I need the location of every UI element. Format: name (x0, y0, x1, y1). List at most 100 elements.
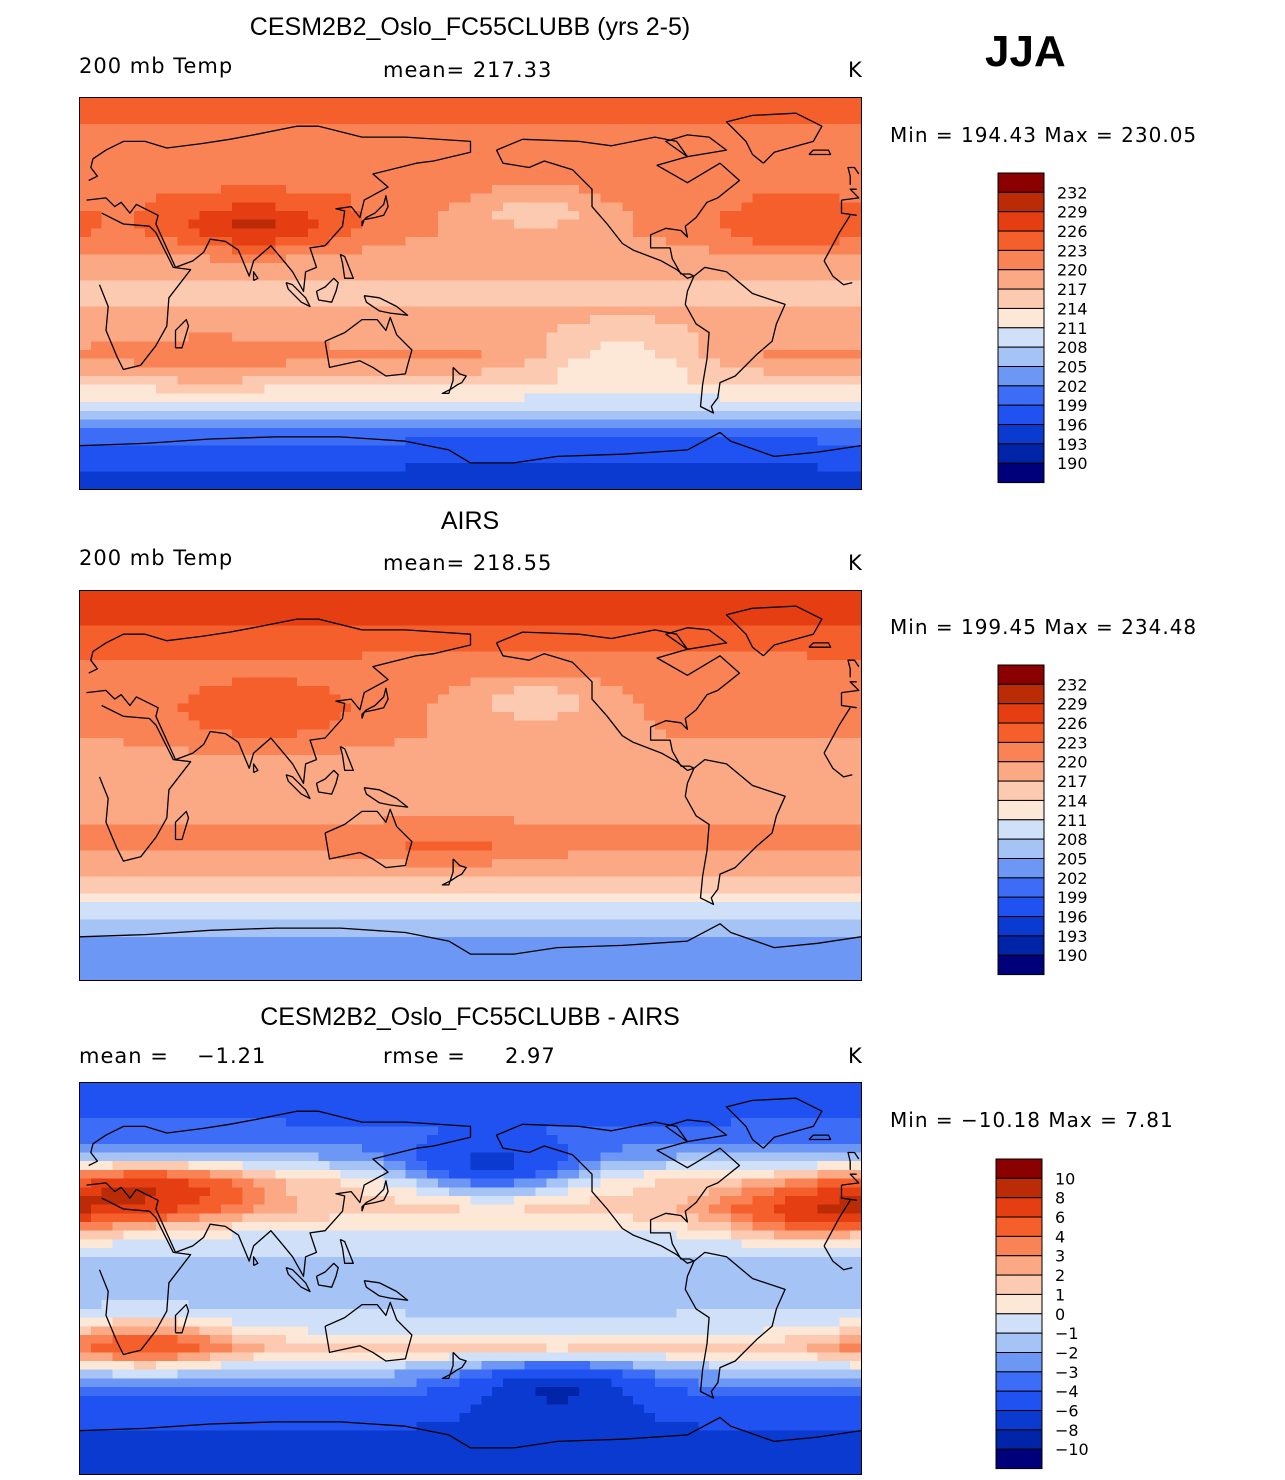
field-cell (383, 98, 396, 108)
field-cell (351, 642, 363, 653)
field-cell (850, 228, 861, 238)
field-cell (611, 642, 623, 653)
field-cell (351, 237, 363, 247)
field-cell (459, 454, 472, 464)
field-cell (763, 271, 775, 282)
field-cell (568, 254, 580, 264)
field-cell (351, 694, 363, 704)
field-cell (427, 254, 439, 264)
field-cell (763, 660, 775, 670)
field-cell (101, 419, 114, 429)
field-cell (318, 98, 331, 108)
field-cell (687, 115, 699, 125)
field-cell (568, 176, 580, 186)
field-cell (698, 106, 710, 116)
field-cell (568, 358, 580, 368)
field-cell (589, 358, 602, 368)
field-cell (340, 341, 352, 351)
field-cell (90, 349, 103, 360)
field-cell (795, 367, 808, 377)
field-cell (427, 358, 439, 368)
field-cell (665, 720, 678, 730)
field-cell (210, 271, 222, 282)
field-cell (568, 402, 580, 412)
field-cell (372, 202, 385, 212)
field-cell (416, 254, 428, 264)
field-cell (459, 323, 472, 334)
field-cell (275, 763, 287, 774)
field-cell (665, 746, 678, 756)
field-cell (719, 349, 732, 360)
field-cell (416, 454, 428, 464)
field-cell (524, 315, 537, 325)
field-cell (578, 729, 591, 739)
field-cell (221, 271, 233, 282)
field-cell (687, 642, 699, 653)
field-cell (329, 271, 341, 282)
field-cell (481, 625, 493, 635)
field-cell (405, 176, 417, 186)
field-cell (318, 763, 331, 774)
field-cell (654, 668, 667, 679)
field-cell (90, 436, 103, 447)
field-cell (405, 642, 417, 653)
field-cell (351, 141, 363, 151)
field-cell (578, 184, 591, 195)
field-cell (437, 193, 450, 203)
field-cell (611, 176, 623, 186)
field-cell (90, 608, 103, 618)
field-cell (654, 686, 667, 696)
field-cell (676, 625, 689, 635)
field-cell (264, 668, 276, 679)
field-cell (481, 245, 493, 255)
field-cell (687, 729, 699, 739)
field-cell (166, 367, 179, 377)
field-cell (362, 306, 374, 316)
field-cell (557, 245, 569, 255)
field-cell (535, 297, 548, 308)
field-cell (698, 651, 710, 661)
field-cell (611, 228, 623, 238)
field-cell (405, 341, 417, 351)
field-cell (589, 781, 602, 791)
field-cell (427, 471, 439, 481)
field-cell (242, 167, 255, 177)
field-cell (275, 660, 287, 670)
field-cell (134, 651, 146, 661)
field-cell (221, 642, 233, 653)
field-cell (698, 367, 710, 377)
field-cell (437, 720, 450, 730)
field-cell (123, 781, 135, 791)
field-cell (568, 237, 580, 247)
panel-1-min-label: Min (890, 123, 929, 147)
field-cell (372, 651, 385, 661)
field-cell (101, 642, 114, 653)
field-cell (644, 167, 656, 177)
field-cell (481, 349, 493, 360)
field-cell (578, 106, 591, 116)
field-cell (535, 237, 548, 247)
field-cell (719, 167, 732, 177)
field-cell (611, 150, 623, 160)
field-cell (774, 677, 786, 687)
field-cell (633, 660, 645, 670)
field-cell (763, 289, 775, 299)
field-cell (372, 634, 385, 644)
field-cell (394, 737, 407, 748)
field-cell (90, 150, 103, 160)
field-cell (795, 263, 808, 273)
field-cell (296, 158, 309, 169)
field-cell (806, 167, 819, 177)
field-cell (166, 384, 179, 395)
field-cell (470, 729, 482, 739)
field-cell (730, 358, 743, 368)
field-cell (416, 660, 428, 670)
field-cell (362, 384, 374, 395)
field-cell (611, 694, 623, 704)
field-cell (155, 271, 168, 282)
field-cell (665, 651, 678, 661)
field-cell (340, 789, 352, 800)
field-cell (503, 763, 515, 774)
field-cell (513, 150, 526, 160)
field-cell (687, 660, 699, 670)
